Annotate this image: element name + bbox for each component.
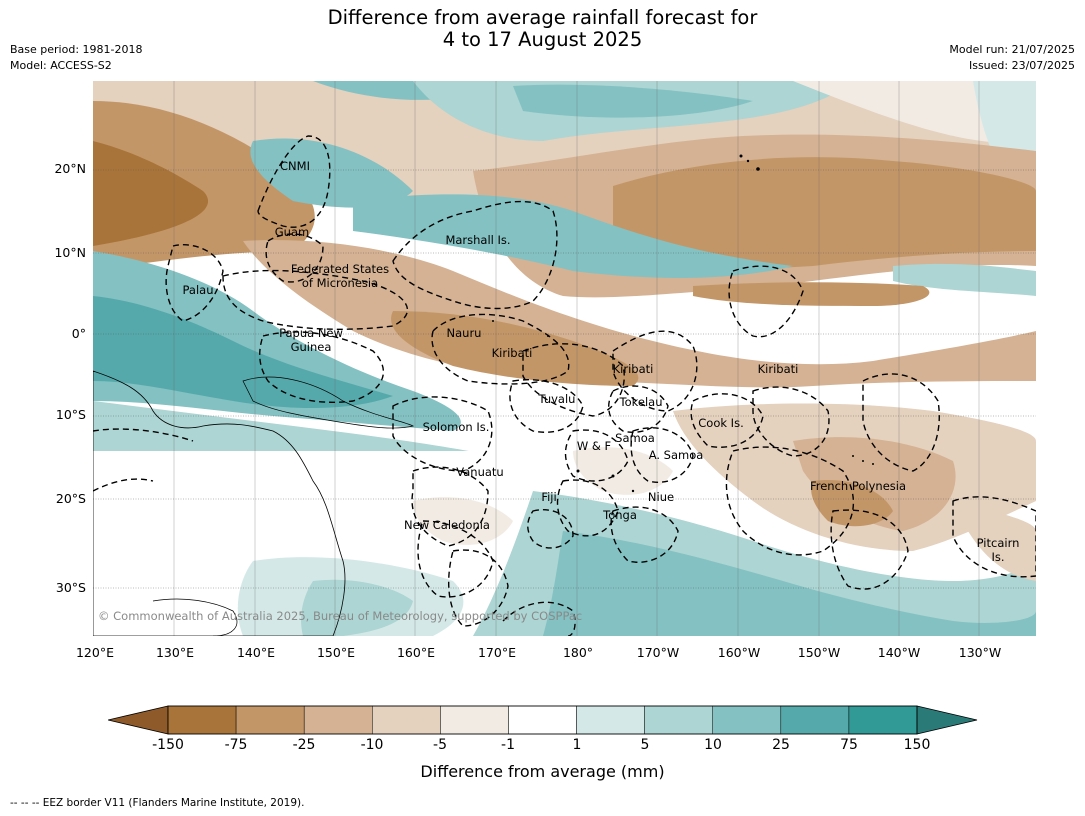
cb-tick-label: 1 [572, 737, 582, 753]
colorbar [107, 705, 978, 735]
lon-label-120e: 120°E [75, 645, 114, 660]
place-tuvalu: Tuvalu [538, 392, 576, 406]
place-american-samoa: A. Samoa [648, 448, 704, 462]
place-new-caledonia: New Caledonia [404, 518, 490, 532]
lon-label-130w: 130°W [958, 645, 1002, 660]
place-solomon-islands: Solomon Is. [422, 420, 490, 434]
cb-tick-label: -150 [152, 737, 184, 753]
lon-label-130e: 130°E [155, 645, 194, 660]
lat-label-20s: 20°S [55, 491, 86, 506]
place-wallis-futuna: W & F [576, 439, 612, 453]
cb-tick-label: 5 [640, 737, 650, 753]
place-vanuatu: Vanuatu [456, 465, 504, 479]
issued-date: Issued: 23/07/2025 [968, 59, 1075, 72]
lon-label-180: 180° [562, 645, 594, 660]
colorbar-cell [508, 705, 577, 735]
cb-tick-label: -1 [501, 737, 515, 753]
place-kiribati-central: Kiribati [612, 362, 654, 376]
place-cook-islands: Cook Is. [698, 416, 744, 430]
place-kiribati-west: Kiribati [491, 346, 533, 360]
meta-right: Model run: 21/07/2025 Issued: 23/07/2025 [949, 42, 1075, 74]
place-micronesia-line2: of Micronesia [301, 276, 379, 290]
title-line-2: 4 to 17 August 2025 [442, 28, 643, 51]
colorbar-extend-high [916, 705, 978, 735]
cb-tick-label: -10 [360, 737, 384, 753]
lon-label-160w: 160°W [717, 645, 761, 660]
colorbar-cell [372, 705, 441, 735]
place-micronesia: Federated States of Micronesia [291, 262, 389, 290]
colorbar-cell [576, 705, 645, 735]
colorbar-cell [780, 705, 850, 735]
place-pitcairn-line1: Pitcairn [976, 536, 1020, 550]
colorbar-cell [644, 705, 713, 735]
colorbar-cell [167, 705, 237, 735]
lon-label-140e: 140°E [236, 645, 275, 660]
colorbar-cell [440, 705, 509, 735]
lat-label-30s: 30°S [55, 580, 86, 595]
cb-tick-label: -75 [224, 737, 248, 753]
model-run: Model run: 21/07/2025 [949, 43, 1075, 56]
place-samoa: Samoa [615, 431, 655, 445]
colorbar-title: Difference from average (mm) [420, 762, 665, 781]
cb-tick-label: -5 [433, 737, 447, 753]
colorbar-cell [235, 705, 305, 735]
place-cnmi: CNMI [280, 159, 310, 173]
colorbar-extend-low [107, 705, 169, 735]
lon-label-160e: 160°E [396, 645, 435, 660]
lat-label-10n: 10°N [54, 245, 86, 260]
cb-tick-label: 150 [903, 737, 931, 753]
lon-label-150e: 150°E [316, 645, 355, 660]
cb-tick-label: 25 [772, 737, 790, 753]
place-tokelau: Tokelau [619, 395, 663, 409]
place-pitcairn: Pitcairn Is. [977, 536, 1020, 564]
place-marshall-islands: Marshall Is. [445, 233, 511, 247]
lon-label-170e: 170°E [477, 645, 516, 660]
colorbar-svg [107, 705, 978, 735]
cb-tick-label: 75 [840, 737, 858, 753]
colorbar-cell [848, 705, 918, 735]
lon-label-170w: 170°W [636, 645, 680, 660]
map-title: Difference from average rainfall forecas… [0, 7, 1085, 51]
copyright-notice: © Commonwealth of Australia 2025, Bureau… [98, 609, 583, 623]
place-french-polynesia: French Polynesia [809, 479, 907, 493]
colorbar-cell [303, 705, 373, 735]
lat-label-10s: 10°S [55, 407, 86, 422]
place-micronesia-line1: Federated States [290, 262, 390, 276]
eez-legend-note: -- -- -- EEZ border V11 (Flanders Marine… [10, 797, 305, 809]
place-niue: Niue [647, 490, 675, 504]
colorbar-cell [712, 705, 782, 735]
place-nauru: Nauru [446, 326, 482, 340]
model-name: Model: ACCESS-S2 [10, 59, 112, 72]
lon-label-150w: 150°W [797, 645, 841, 660]
place-guam: Guam [274, 225, 310, 239]
title-line-1: Difference from average rainfall forecas… [327, 6, 758, 29]
cb-tick-label: 10 [704, 737, 722, 753]
place-png-line1: Papua New [279, 326, 343, 340]
place-pitcairn-line2: Is. [991, 550, 1005, 564]
place-png-line2: Guinea [290, 340, 332, 354]
lat-label-20n: 20°N [54, 161, 86, 176]
place-kiribati-east: Kiribati [757, 362, 799, 376]
place-palau: Palau [182, 283, 214, 297]
base-period: Base period: 1981-2018 [10, 43, 143, 56]
lon-label-140w: 140°W [877, 645, 921, 660]
place-fiji: Fiji [541, 490, 557, 504]
map-canvas [93, 81, 1036, 636]
rainfall-anomaly-map [93, 81, 1036, 636]
cb-tick-label: -25 [292, 737, 316, 753]
meta-left: Base period: 1981-2018 Model: ACCESS-S2 [10, 42, 142, 74]
place-png: Papua New Guinea [279, 326, 343, 354]
lat-label-0: 0° [71, 326, 86, 341]
place-tonga: Tonga [603, 508, 637, 522]
